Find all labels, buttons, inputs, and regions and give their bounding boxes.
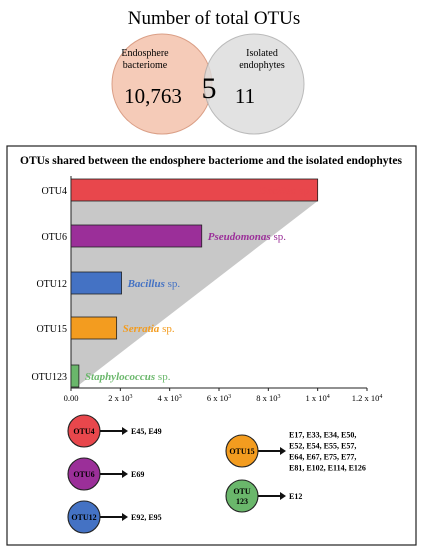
venn-right-label-line2: endophytes (239, 60, 285, 71)
bar-taxon-label: Serratia sp. (123, 323, 175, 335)
isolate-legend: OTU4 E45, E49 OTU6 E69 OTU12 E92, E95 OTU15 E17… (67, 414, 366, 534)
isolate-list-line: E17, E33, E34, E50, (289, 431, 356, 440)
arrowhead-icon (122, 513, 128, 521)
venn-right-label-line1: Isolated (246, 48, 278, 59)
isolate-list-line: E12 (289, 492, 302, 501)
venn-right-count: 11 (235, 84, 255, 108)
x-tick-label: 4 x 103 (158, 393, 182, 403)
category-label-otu123: OTU123 (31, 372, 67, 383)
chart-title: OTUs shared between the endosphere bacte… (20, 155, 402, 167)
category-label-otu4: OTU4 (41, 186, 67, 197)
arrowhead-icon (122, 470, 128, 478)
bar-taxon-label: Bacillus sp. (258, 185, 312, 197)
category-label-otu6: OTU6 (41, 232, 67, 243)
bar-chart: OTU4 Bacillus sp. OTU6 Pseudomonas sp. OTU12… (31, 176, 382, 403)
isolate-list-line: E92, E95 (131, 513, 162, 522)
bar-taxon-label: Staphylococcus sp. (85, 371, 171, 383)
bar-taxon-label: Pseudomonas sp. (208, 231, 286, 243)
bar-otu6 (70, 224, 203, 248)
x-tick-label: 8 x 103 (256, 393, 280, 403)
venn-left-label-line1: Endosphere (121, 48, 169, 59)
isolate-circle-otu123 (225, 479, 259, 513)
venn-title: Number of total OTUs (128, 8, 301, 29)
category-label-otu12: OTU12 (36, 279, 67, 290)
category-label-otu15: OTU15 (36, 324, 67, 335)
x-tick-label: 1 x 104 (306, 393, 330, 403)
bar-otu12 (70, 271, 122, 295)
x-tick-label: 2 x 103 (108, 393, 132, 403)
bar-otu4 (70, 178, 319, 202)
bar-taxon-label: Bacillus sp. (127, 278, 181, 290)
isolate-list-line: E81, E102, E114, E126 (289, 464, 366, 473)
arrowhead-icon (122, 427, 128, 435)
x-tick-label: 1.2 x 104 (352, 393, 383, 403)
isolate-otu-label: OTU12 (71, 513, 96, 522)
bar-otu123 (70, 364, 80, 388)
arrowhead-icon (280, 447, 286, 455)
isolate-otu-label: OTU15 (229, 447, 254, 456)
arrowhead-icon (280, 492, 286, 500)
venn-left-count: 10,763 (124, 84, 182, 108)
bar-otu15 (70, 316, 118, 340)
venn-circle-isolated (203, 33, 305, 135)
isolate-list-line: E52, E54, E55, E57, (289, 442, 356, 451)
isolate-otu-label: 123 (236, 497, 248, 506)
isolate-otu-label: OTU (233, 487, 251, 496)
isolate-otu-label: OTU6 (73, 470, 94, 479)
x-tick-label: 0.00 (64, 393, 79, 403)
venn-left-label-line2: bacteriome (123, 60, 168, 71)
isolate-list-line: E45, E49 (131, 427, 162, 436)
isolate-otu-label: OTU4 (73, 427, 94, 436)
x-tick-label: 6 x 103 (207, 393, 231, 403)
venn-shared-count: 5 (202, 72, 217, 105)
isolate-list-line: E69 (131, 470, 144, 479)
isolate-list-line: E64, E67, E75, E77, (289, 453, 356, 462)
